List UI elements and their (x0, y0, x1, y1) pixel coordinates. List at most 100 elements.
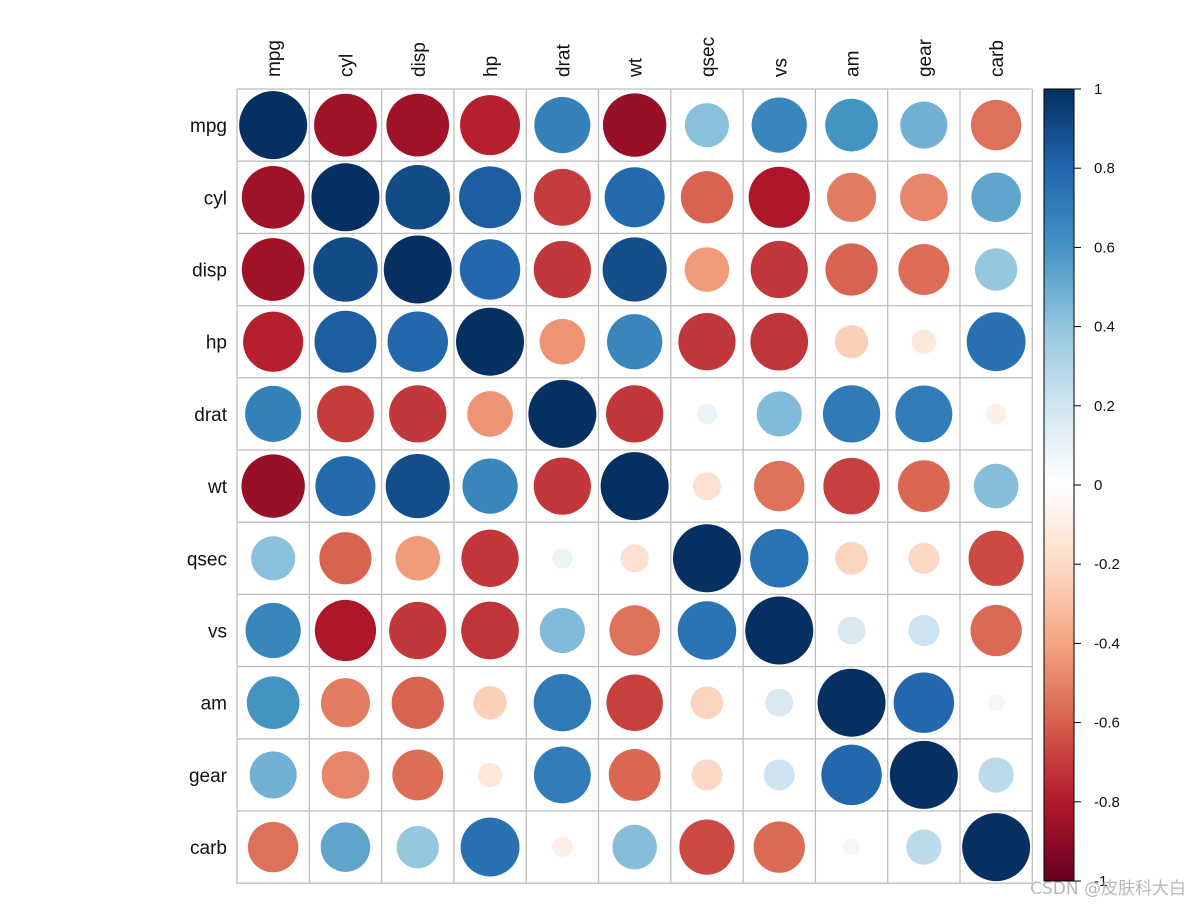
row-label-qsec: qsec (187, 549, 227, 570)
corr-circle-wt-vs (754, 460, 805, 512)
corr-circle-mpg-disp (386, 93, 450, 157)
corr-circle-cyl-am (827, 172, 877, 222)
corr-circle-carb-mpg (247, 821, 299, 873)
col-label-vs: vs (770, 58, 791, 77)
correlation-circles (239, 91, 1031, 882)
corr-circle-hp-vs (750, 312, 809, 371)
corr-circle-carb-vs (753, 821, 805, 873)
corr-circle-disp-carb (974, 248, 1018, 291)
col-label-hp: hp (481, 56, 502, 77)
corr-circle-vs-am (837, 616, 866, 645)
corr-circle-hp-am (834, 325, 869, 359)
corr-circle-wt-carb (973, 463, 1019, 509)
corr-circle-drat-mpg (245, 385, 302, 442)
corr-circle-disp-qsec (684, 247, 730, 292)
corr-circle-mpg-vs (751, 97, 807, 153)
corr-circle-gear-hp (477, 762, 503, 788)
corr-circle-gear-vs (763, 759, 795, 791)
colorbar-tick-label: -0.6 (1094, 715, 1120, 732)
corr-circle-am-mpg (246, 676, 300, 730)
corr-circle-qsec-carb (968, 530, 1024, 586)
col-label-wt: wt (626, 57, 647, 78)
corr-circle-carb-cyl (320, 822, 371, 872)
corr-circle-vs-vs (745, 596, 814, 665)
corr-circle-vs-wt (609, 605, 660, 656)
row-label-wt: wt (207, 477, 228, 498)
corr-circle-carb-carb (962, 813, 1031, 882)
corr-circle-mpg-qsec (684, 103, 729, 148)
corr-circle-cyl-wt (604, 167, 665, 228)
corr-circle-wt-disp (385, 454, 450, 519)
row-label-cyl: cyl (204, 188, 227, 209)
corr-circle-cyl-qsec (680, 171, 734, 224)
corr-circle-drat-cyl (317, 385, 374, 443)
corr-circle-carb-qsec (679, 819, 735, 875)
corr-circle-cyl-vs (748, 166, 810, 228)
col-label-qsec: qsec (698, 37, 719, 77)
corr-circle-drat-drat (528, 379, 597, 448)
row-label-vs: vs (208, 622, 227, 643)
corr-circle-gear-carb (978, 757, 1014, 793)
corr-circle-mpg-carb (970, 99, 1022, 151)
corr-circle-disp-vs (750, 240, 808, 299)
corr-circle-am-drat (533, 674, 591, 732)
corr-circle-qsec-vs (750, 529, 809, 588)
corr-circle-drat-am (822, 385, 881, 443)
corr-circle-qsec-cyl (319, 532, 372, 585)
corr-circle-am-qsec (690, 686, 724, 720)
corr-circle-drat-qsec (696, 403, 718, 425)
row-label-carb: carb (190, 838, 227, 859)
corr-circle-wt-qsec (692, 472, 721, 501)
colorbar-tick-label: -0.8 (1094, 794, 1120, 811)
corr-circle-vs-hp (461, 601, 519, 660)
col-label-drat: drat (553, 44, 574, 77)
corr-circle-cyl-cyl (311, 163, 380, 232)
colorbar-tick-label: -1 (1094, 873, 1107, 890)
row-label-drat: drat (194, 405, 227, 426)
corr-circle-drat-hp (467, 391, 513, 437)
corr-circle-am-am (817, 668, 886, 737)
corr-circle-wt-cyl (315, 456, 376, 517)
axis-labels: mpg mpg cyl cyl disp disp hp hp drat drat wt wt qsec… (187, 37, 1008, 859)
corr-circle-carb-gear (906, 829, 942, 865)
corr-circle-mpg-gear (900, 101, 948, 149)
corr-circle-disp-mpg (241, 238, 305, 301)
corr-circle-wt-am (823, 457, 880, 515)
corr-circle-hp-drat (539, 318, 586, 365)
corr-circle-disp-drat (533, 240, 591, 299)
corr-circle-wt-gear (897, 460, 950, 512)
corr-circle-hp-disp (387, 311, 448, 372)
corr-circle-hp-qsec (678, 313, 736, 371)
corr-circle-carb-am (843, 838, 860, 856)
corr-circle-hp-gear (911, 329, 937, 354)
corr-circle-mpg-drat (534, 97, 591, 154)
corr-circle-cyl-disp (385, 165, 451, 230)
row-label-mpg: mpg (190, 116, 227, 137)
corr-circle-vs-mpg (245, 602, 301, 659)
colorbar-gradient (1043, 88, 1075, 882)
colorbar-tick-label: 1 (1094, 81, 1102, 98)
corr-circle-mpg-wt (602, 93, 667, 157)
corr-circle-wt-hp (462, 458, 518, 514)
corr-circle-qsec-hp (461, 529, 519, 587)
corr-circle-hp-wt (607, 314, 663, 370)
corr-circle-gear-cyl (321, 751, 370, 799)
colorbar-tick-label: 0.8 (1094, 160, 1115, 177)
watermark: CSDN @皮肤科大白 (1030, 879, 1186, 899)
corr-circle-gear-drat (533, 746, 591, 804)
corr-circle-disp-cyl (313, 237, 378, 302)
corr-circle-drat-vs (756, 391, 802, 437)
corr-circle-vs-carb (970, 604, 1022, 657)
corr-circle-hp-cyl (314, 310, 377, 373)
corr-circle-drat-wt (606, 385, 664, 443)
colorbar: 1 0.8 0.6 0.4 0.2 0 -0.2 -0.4 -0.6 -0.8 -1 (1043, 81, 1120, 890)
corr-circle-cyl-drat (533, 168, 591, 226)
corr-circle-vs-qsec (677, 601, 737, 660)
corr-circle-am-carb (987, 694, 1005, 712)
corr-circle-carb-drat (552, 836, 573, 858)
corr-circle-hp-mpg (243, 311, 304, 372)
col-label-gear: gear (915, 38, 936, 77)
corr-circle-disp-wt (602, 237, 667, 302)
corr-circle-hp-carb (966, 312, 1026, 372)
